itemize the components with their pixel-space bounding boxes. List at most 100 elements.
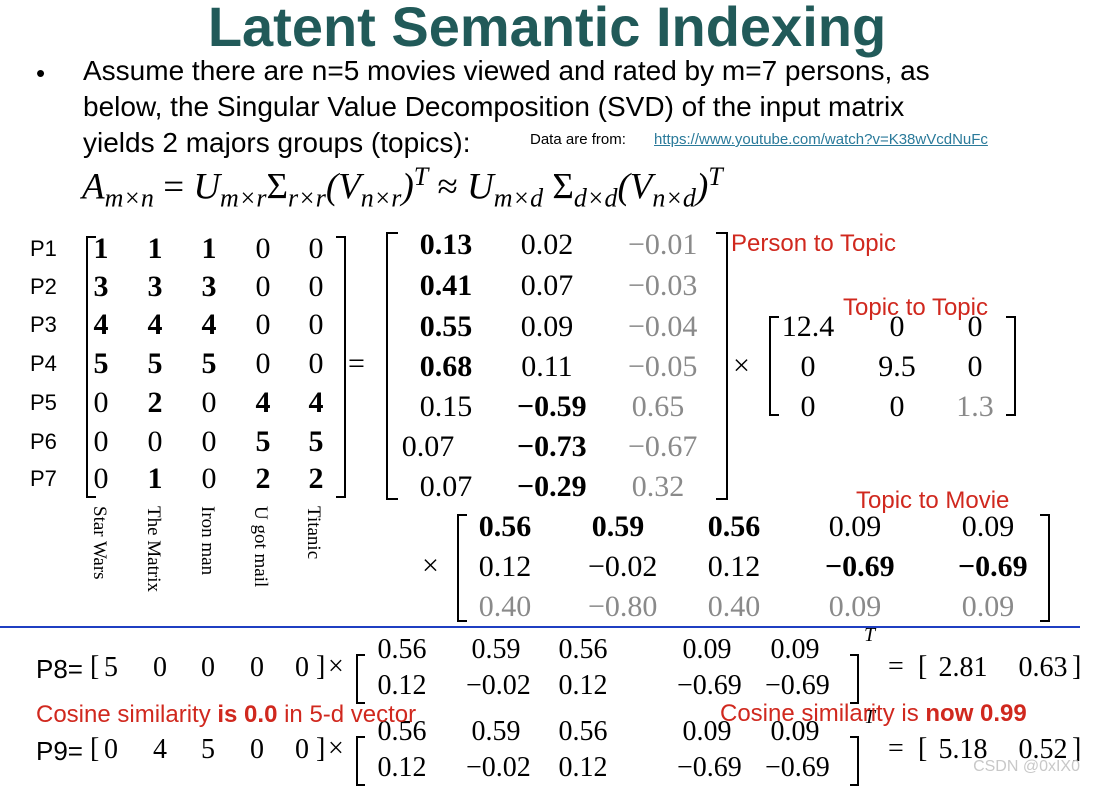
query-matrix-left-bracket bbox=[356, 736, 365, 786]
rating-cell: 4 bbox=[201, 308, 217, 341]
v-left-bracket bbox=[457, 514, 467, 622]
query-matrix-cell: 0.59 bbox=[471, 716, 521, 747]
source-label: Data are from: bbox=[530, 131, 626, 148]
person-label: P2 bbox=[30, 274, 57, 299]
query-matrix-right-bracket bbox=[850, 736, 859, 786]
rating-cell: 0 bbox=[255, 308, 271, 341]
query-matrix-cell: 0.56 bbox=[377, 716, 427, 747]
v-cell: 0.09 bbox=[828, 510, 882, 543]
query-matrix-cell: −0.69 bbox=[765, 670, 830, 701]
v-cell: −0.02 bbox=[588, 550, 658, 583]
v-cell: 0.12 bbox=[707, 550, 761, 583]
u-cell: −0.03 bbox=[628, 269, 698, 302]
sigma-right-bracket bbox=[1006, 316, 1016, 416]
query-vector-cell: 5 bbox=[104, 652, 118, 683]
person-to-topic-label: Person to Topic bbox=[731, 230, 896, 257]
section-divider bbox=[0, 626, 1080, 628]
times-sign-2: × bbox=[422, 549, 439, 582]
movie-label: Iron man bbox=[197, 506, 218, 576]
query-matrix-cell: 0.09 bbox=[682, 716, 732, 747]
u-cell: 0.07 bbox=[401, 430, 455, 463]
v-cell: 0.40 bbox=[478, 590, 532, 623]
sigma-cell: 0 bbox=[889, 310, 905, 343]
equals-sign: = bbox=[348, 347, 365, 380]
person-label: P7 bbox=[30, 466, 57, 491]
rating-cell: 2 bbox=[255, 462, 271, 495]
query-result-cell: 2.81 bbox=[938, 652, 988, 683]
v-right-bracket bbox=[1040, 514, 1050, 622]
sigma-cell: 12.4 bbox=[781, 310, 835, 343]
query-label: P8= bbox=[36, 654, 83, 684]
query-matrix-cell: −0.69 bbox=[765, 752, 830, 783]
query-open-bracket: [ bbox=[90, 651, 100, 682]
query-result-cell: 0.52 bbox=[1018, 734, 1068, 765]
v-cell: 0.56 bbox=[478, 510, 532, 543]
query-vector-cell: 0 bbox=[201, 652, 215, 683]
sigma-cell: 0 bbox=[967, 310, 983, 343]
u-cell: 0.07 bbox=[520, 269, 574, 302]
watermark: CSDN @0xIX0 bbox=[973, 758, 1080, 775]
query-result-cell: 0.63 bbox=[1018, 652, 1068, 683]
rating-cell: 0 bbox=[255, 347, 271, 380]
query-matrix-cell: −0.02 bbox=[466, 670, 531, 701]
query-matrix-cell: −0.69 bbox=[677, 670, 742, 701]
query-close-bracket: ] bbox=[316, 733, 326, 764]
u-cell: 0.13 bbox=[419, 228, 473, 261]
topic-to-movie-label: Topic to Movie bbox=[856, 487, 1010, 514]
cosine-note-right: Cosine similarity is now 0.99 bbox=[720, 700, 1027, 727]
rating-cell: 4 bbox=[255, 386, 271, 419]
bullet-line-3: yields 2 majors groups (topics): bbox=[83, 127, 471, 158]
bullet-line-1: Assume there are n=5 movies viewed and r… bbox=[83, 55, 930, 86]
query-vector-cell: 4 bbox=[153, 734, 167, 765]
rating-cell: 2 bbox=[308, 462, 324, 495]
rating-cell: 0 bbox=[201, 386, 217, 419]
rating-cell: 2 bbox=[147, 386, 163, 419]
rating-cell: 0 bbox=[308, 232, 324, 265]
rating-cell: 0 bbox=[201, 425, 217, 458]
rating-cell: 5 bbox=[93, 347, 109, 380]
sigma-left-bracket bbox=[769, 316, 779, 416]
query-label: P9= bbox=[36, 736, 83, 766]
person-label: P4 bbox=[30, 351, 57, 376]
query-vector-cell: 0 bbox=[104, 734, 118, 765]
query-matrix-cell: 0.12 bbox=[558, 670, 608, 701]
query-times: × bbox=[328, 651, 344, 682]
v-cell: −0.69 bbox=[958, 550, 1028, 583]
movie-label: Titanic bbox=[303, 506, 324, 560]
cosine-note-left: Cosine similarity is 0.0 in 5-d vector bbox=[36, 701, 417, 728]
person-label: P1 bbox=[30, 236, 57, 261]
query-result-open: [ bbox=[918, 733, 928, 764]
topic-to-topic-label: Topic to Topic bbox=[843, 294, 988, 321]
u-left-bracket bbox=[386, 232, 398, 500]
rating-cell: 4 bbox=[308, 386, 324, 419]
rating-cell: 0 bbox=[308, 270, 324, 303]
rating-cell: 0 bbox=[93, 386, 109, 419]
query-matrix-cell: 0.56 bbox=[558, 716, 608, 747]
u-cell: −0.73 bbox=[517, 430, 587, 463]
person-label: P6 bbox=[30, 429, 57, 454]
query-times: × bbox=[328, 733, 344, 764]
rating-cell: 0 bbox=[93, 462, 109, 495]
sigma-cell: 0 bbox=[800, 350, 816, 383]
u-cell: −0.29 bbox=[517, 470, 587, 503]
query-matrix-cell: 0.56 bbox=[558, 634, 608, 665]
query-matrix-cell: 0.56 bbox=[377, 634, 427, 665]
bullet-icon: • bbox=[36, 58, 46, 88]
rating-cell: 3 bbox=[147, 270, 163, 303]
rating-cell: 1 bbox=[147, 232, 163, 265]
u-cell: 0.41 bbox=[419, 269, 473, 302]
v-cell: −0.69 bbox=[825, 550, 895, 583]
sigma-cell: 0 bbox=[800, 390, 816, 423]
query-matrix-cell: 0.12 bbox=[558, 752, 608, 783]
bullet-line-2: below, the Singular Value Decomposition … bbox=[83, 91, 905, 122]
query-matrix-cell: −0.69 bbox=[677, 752, 742, 783]
rating-cell: 5 bbox=[308, 425, 324, 458]
query-vector-cell: 0 bbox=[295, 734, 309, 765]
source-link[interactable]: https://www.youtube.com/watch?v=K38wVcdN… bbox=[654, 131, 988, 148]
query-result-close: ] bbox=[1072, 733, 1082, 764]
v-cell: −0.80 bbox=[588, 590, 658, 623]
u-cell: −0.04 bbox=[628, 310, 698, 343]
query-vector-cell: 0 bbox=[250, 734, 264, 765]
rating-cell: 0 bbox=[255, 270, 271, 303]
u-cell: −0.01 bbox=[628, 228, 698, 261]
